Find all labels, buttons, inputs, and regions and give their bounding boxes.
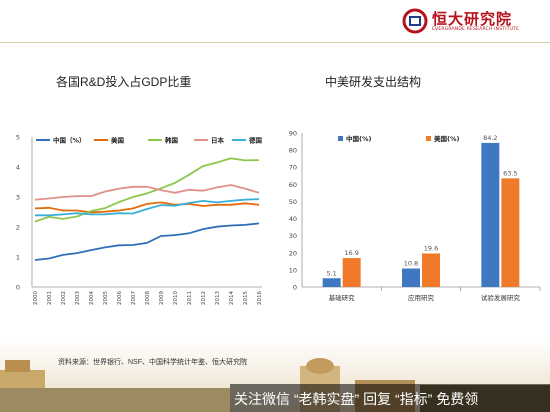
rd-gdp-line-chart: 0 1 2 3 4 5 2000 2001 2002 2003 2004 2005 2006 2007 20… [16,134,263,306]
line-chart-title: 各国R&D投入占GDP比重 [56,75,192,89]
x-tick-label: 2008 [145,291,151,305]
category-label: 应用研究 [408,293,435,302]
x-tick-label: 2006 [117,291,123,305]
y-tick-label: 4 [16,164,20,172]
x-tick-label: 2009 [159,291,165,305]
x-tick-label: 2015 [243,291,249,305]
y-tick-label: 3 [16,194,20,202]
series-line [34,201,260,214]
category-label: 基础研究 [329,293,356,302]
bar [481,142,500,287]
bar [342,258,361,287]
x-tick-label: 2010 [173,291,179,305]
bar [501,178,520,287]
source-note: 资料来源：世界银行、NSF、中国科学统计年鉴、恒大研究院 [58,359,247,366]
bar-value-label: 19.6 [424,244,438,252]
header-bar: 恒大研究院 EVERGRANDE RESEARCH INSTITUTE [0,0,550,40]
y-tick-label: 5 [16,134,20,142]
x-tick-label: 2001 [47,291,53,305]
bar [322,278,341,287]
series-line [35,198,260,217]
legend-label: 韩国 [165,136,179,145]
x-tick-label: 2011 [187,291,193,305]
x-tick-label: 2003 [75,291,81,305]
legend-label: 中国（%） [53,136,86,145]
legend-label: 美国(%) [434,134,459,143]
brand-subtitle: EVERGRANDE RESEARCH INSTITUTE [432,27,520,32]
y-tick-label: 70 [289,164,297,172]
legend-swatch [338,136,343,141]
y-tick-label: 40 [289,215,297,223]
x-tick-label: 2007 [131,291,137,305]
series-line [34,184,260,201]
series-line [34,157,260,223]
legend-label: 德国 [249,136,263,145]
brand-name: 恒大研究院 [432,10,513,28]
x-tick-label: 2016 [257,291,263,305]
legend-label: 中国(%) [346,134,371,143]
y-tick-label: 1 [16,254,20,262]
watermark-banner: 关注微信 “老韩实盘” 回复 “指标” 免费领 [230,384,550,412]
legend-label: 日本 [211,136,225,145]
x-tick-label: 2002 [61,291,67,305]
rd-structure-bar-chart: 0 10 20 30 40 50 60 70 80 90 5.1 16.9 基础研究 10.8 19.6 应用… [289,130,541,302]
bar-chart-title: 中美研发支出结构 [325,75,422,89]
bar [402,268,420,287]
y-tick-label: 20 [289,249,297,257]
header-divider [0,42,550,43]
brand-logo: 恒大研究院 EVERGRANDE RESEARCH INSTITUTE [402,8,532,36]
x-tick-label: 2013 [215,291,221,305]
bar-value-label: 84.2 [483,134,497,142]
series-line [34,222,260,261]
y-tick-label: 10 [289,266,297,274]
y-tick-label: 0 [293,284,297,292]
y-tick-label: 2 [16,224,20,232]
bar [422,253,440,287]
bar-value-label: 63.5 [503,169,517,177]
x-tick-label: 2005 [103,291,109,305]
y-tick-label: 0 [16,284,20,292]
legend-swatch [426,136,431,141]
y-tick-label: 60 [289,181,297,189]
bar-value-label: 5.1 [326,269,336,277]
category-label: 试验发展研究 [481,293,521,302]
bar-value-label: 16.9 [344,249,358,257]
y-tick-label: 80 [289,147,297,155]
evergrande-emblem-icon [402,8,428,34]
y-tick-label: 90 [289,130,297,138]
bar-value-label: 10.8 [404,260,418,268]
x-tick-label: 2012 [201,291,207,305]
x-tick-label: 2004 [89,291,95,305]
x-tick-label: 2000 [33,291,39,305]
x-tick-label: 2014 [229,291,235,305]
y-tick-label: 30 [289,232,297,240]
watermark-text: 关注微信 “老韩实盘” 回复 “指标” 免费领 [234,391,479,407]
y-tick-label: 50 [289,198,297,206]
legend-label: 美国 [111,136,125,145]
